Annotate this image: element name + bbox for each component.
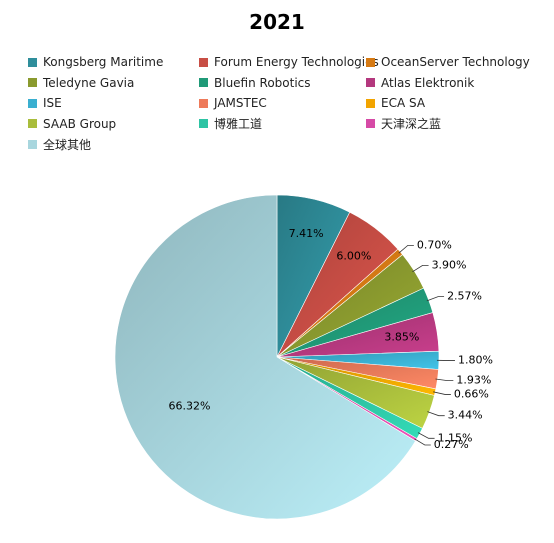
legend-item: 全球其他 xyxy=(28,134,91,154)
legend-swatch xyxy=(199,78,208,87)
legend-label: Teledyne Gavia xyxy=(43,75,135,90)
legend-label: 博雅工道 xyxy=(214,117,263,131)
legend-item: Forum Energy Technologies xyxy=(199,52,379,72)
legend-item: 天津深之蓝 xyxy=(366,114,441,134)
legend-label: ECA SA xyxy=(381,96,426,110)
legend-label: ISE xyxy=(43,96,62,110)
legend-swatch xyxy=(28,139,37,149)
leader-line xyxy=(427,411,445,417)
slice-label: 2.57% xyxy=(447,290,482,303)
legend-item: ECA SA xyxy=(366,93,425,113)
leader-line xyxy=(435,378,454,382)
leader-lines xyxy=(398,244,455,446)
legend-swatch xyxy=(28,119,37,128)
slice-label: 0.27% xyxy=(434,438,469,451)
legend-swatch xyxy=(28,57,37,67)
slice-label: 1.15% xyxy=(438,431,473,444)
legend-swatch xyxy=(366,57,375,67)
leader-line xyxy=(412,264,429,273)
leader-line xyxy=(414,438,431,446)
legend-item: Kongsberg Maritime xyxy=(28,52,163,72)
legend-item: SAAB Group xyxy=(28,114,116,134)
legend-item: ISE xyxy=(28,93,62,113)
legend-swatch xyxy=(199,98,208,108)
legend-label: Bluefin Robotics xyxy=(214,75,311,90)
slice-label: 7.41% xyxy=(289,227,324,240)
slice-label: 66.32% xyxy=(168,399,210,412)
legend-label: 全球其他 xyxy=(43,137,92,152)
legend-swatch xyxy=(366,78,375,87)
slice-label: 3.85% xyxy=(384,330,419,343)
legend-item: Atlas Elektronik xyxy=(366,73,474,93)
legend-item: JAMSTEC xyxy=(199,93,267,113)
legend-label: Forum Energy Technologies xyxy=(214,55,379,69)
legend-label: Atlas Elektronik xyxy=(381,75,475,90)
legend-item: Teledyne Gavia xyxy=(28,73,134,93)
legend-item: OceanServer Technology xyxy=(366,52,530,72)
legend-swatch xyxy=(199,119,208,128)
slice-label: 3.44% xyxy=(448,409,483,422)
slice-label: 3.90% xyxy=(432,258,467,271)
slice-label: 1.93% xyxy=(456,374,491,387)
leader-line xyxy=(417,432,435,439)
pie-slices xyxy=(114,194,440,520)
legend-label: 天津深之蓝 xyxy=(381,117,442,131)
leader-line xyxy=(433,391,451,395)
legend-swatch xyxy=(366,98,375,108)
legend-label: OceanServer Technology xyxy=(381,55,530,69)
slice-labels: 7.41% 6.00% 0.70% 3.90% 2.57% 3.85% 1.80% 1.93%… xyxy=(168,227,492,451)
legend-label: SAAB Group xyxy=(43,116,117,131)
slice-label: 1.80% xyxy=(458,354,493,367)
legend-label: Kongsberg Maritime xyxy=(43,55,164,69)
legend-item: Bluefin Robotics xyxy=(199,73,311,93)
legend-swatch xyxy=(366,119,375,128)
chart-title: 2021 xyxy=(249,10,305,34)
legend-swatch xyxy=(28,78,37,87)
leader-line xyxy=(426,296,445,302)
legend-item: 博雅工道 xyxy=(199,114,262,134)
legend-swatch xyxy=(199,57,208,67)
pie-slice xyxy=(114,194,416,520)
leader-line xyxy=(398,244,414,254)
legend-label: JAMSTEC xyxy=(214,96,267,110)
slice-label: 6.00% xyxy=(336,250,371,263)
legend-swatch xyxy=(28,98,37,108)
slice-label: 0.70% xyxy=(417,238,452,251)
slice-label: 0.66% xyxy=(454,387,489,400)
